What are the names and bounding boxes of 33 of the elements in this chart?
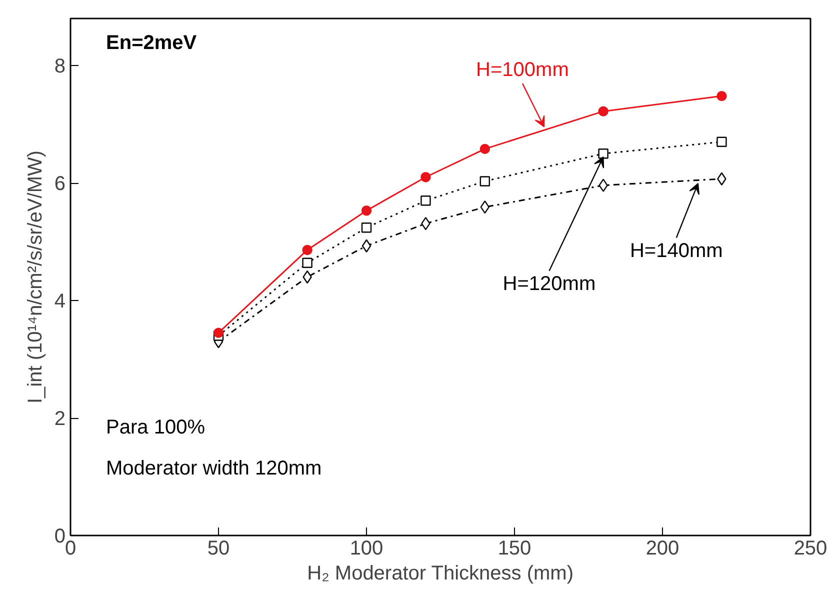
point — [302, 244, 312, 256]
point — [361, 206, 372, 216]
point — [420, 196, 431, 206]
y-tick-label: 8 — [54, 56, 66, 78]
y-axis-title: I_int (10¹⁴n/cm²/s/sr/eV/MW) — [24, 150, 46, 404]
point — [716, 136, 727, 147]
annotation: Para 100% — [106, 416, 206, 439]
text: H=140mm — [630, 240, 723, 262]
x-tick-label: 50 — [207, 538, 230, 560]
point — [362, 239, 372, 252]
point — [302, 258, 312, 268]
point — [716, 90, 727, 102]
text: H=120mm — [502, 273, 596, 296]
x-tick-label: 200 — [646, 538, 680, 560]
x-axis-title: H₂ Moderator Thickness (mm) — [307, 562, 574, 584]
series-label: H=100mm — [476, 59, 569, 82]
y-tick-label: 4 — [54, 290, 66, 312]
x-tick-label: 150 — [498, 538, 532, 560]
x-tick-label: 250 — [794, 538, 828, 560]
point — [717, 172, 726, 186]
point — [598, 106, 608, 116]
point — [480, 144, 490, 154]
x-tick-label: 100 — [350, 538, 384, 560]
y-tick-label: 6 — [54, 173, 66, 195]
annotation: Moderator width 120mm — [106, 458, 322, 480]
point — [361, 222, 372, 233]
point — [598, 148, 608, 159]
annotation: En=2meV — [106, 32, 198, 54]
y-tick-label: 2 — [54, 408, 66, 430]
point — [480, 176, 490, 186]
point — [598, 178, 608, 192]
point — [420, 172, 431, 182]
point — [213, 328, 224, 338]
